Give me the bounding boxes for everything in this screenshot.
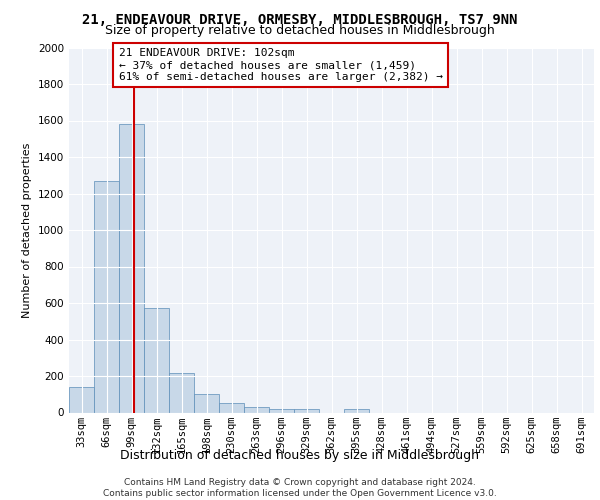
Text: 21, ENDEAVOUR DRIVE, ORMESBY, MIDDLESBROUGH, TS7 9NN: 21, ENDEAVOUR DRIVE, ORMESBY, MIDDLESBRO…: [82, 12, 518, 26]
Bar: [194, 394, 219, 412]
Bar: [294, 409, 319, 412]
Bar: [144, 308, 169, 412]
Text: Distribution of detached houses by size in Middlesbrough: Distribution of detached houses by size …: [121, 448, 479, 462]
Y-axis label: Number of detached properties: Number of detached properties: [22, 142, 32, 318]
Bar: [219, 404, 244, 412]
Text: Size of property relative to detached houses in Middlesbrough: Size of property relative to detached ho…: [105, 24, 495, 37]
Bar: [94, 180, 119, 412]
Text: 21 ENDEAVOUR DRIVE: 102sqm
← 37% of detached houses are smaller (1,459)
61% of s: 21 ENDEAVOUR DRIVE: 102sqm ← 37% of deta…: [119, 48, 443, 82]
Bar: [344, 409, 369, 412]
Text: Contains HM Land Registry data © Crown copyright and database right 2024.
Contai: Contains HM Land Registry data © Crown c…: [103, 478, 497, 498]
Bar: [269, 409, 294, 412]
Bar: [244, 407, 269, 412]
Bar: [169, 374, 194, 412]
Bar: [69, 387, 94, 412]
Bar: [119, 124, 144, 412]
